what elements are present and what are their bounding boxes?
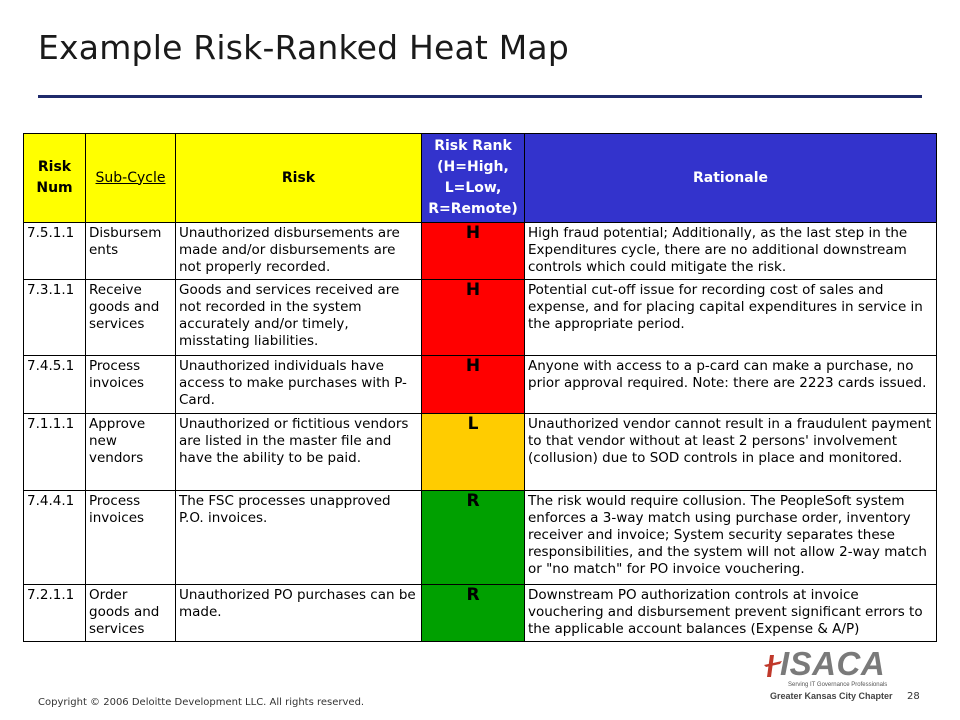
risk-rank-cell: R — [421, 490, 525, 585]
risk-num-cell: 7.1.1.1 — [23, 413, 86, 491]
sub-cycle-cell: Order goods and services — [85, 584, 176, 642]
risk-cell: Unauthorized PO purchases can be made. — [175, 584, 422, 642]
header-sub-cycle-label: Sub-Cycle — [95, 169, 166, 186]
header-risk-num: Risk Num — [23, 133, 86, 223]
risk-rank-cell: L — [421, 413, 525, 491]
header-risk-rank: Risk Rank (H=High, L=Low, R=Remote) — [421, 133, 525, 223]
sub-cycle-cell: Receive goods and services — [85, 279, 176, 356]
risk-heat-map-table: Risk Num Sub-Cycle Risk Risk Rank (H=Hig… — [23, 133, 937, 642]
rationale-cell: High fraud potential; Additionally, as t… — [524, 222, 937, 280]
slide-title: Example Risk-Ranked Heat Map — [38, 28, 569, 67]
isaca-tagline: Serving IT Governance Professionals — [788, 682, 888, 688]
table-row: 7.2.1.1 Order goods and services Unautho… — [23, 584, 937, 642]
page-number: 28 — [907, 691, 920, 702]
risk-num-cell: 7.4.4.1 — [23, 490, 86, 585]
rationale-cell: The risk would require collusion. The Pe… — [524, 490, 937, 585]
sub-cycle-cell: Process invoices — [85, 490, 176, 585]
risk-rank-cell: H — [421, 355, 525, 414]
header-sub-cycle: Sub-Cycle — [85, 133, 176, 223]
risk-rank-cell: R — [421, 584, 525, 642]
sub-cycle-cell: Disbursem ents — [85, 222, 176, 280]
risk-cell: Unauthorized disbursements are made and/… — [175, 222, 422, 280]
table-row: 7.4.4.1 Process invoices The FSC process… — [23, 490, 937, 585]
sub-cycle-cell: Approve new vendors — [85, 413, 176, 491]
risk-cell: The FSC processes unapproved P.O. invoic… — [175, 490, 422, 585]
risk-num-cell: 7.5.1.1 — [23, 222, 86, 280]
rationale-cell: Downstream PO authorization controls at … — [524, 584, 937, 642]
risk-rank-cell: H — [421, 279, 525, 356]
risk-num-cell: 7.4.5.1 — [23, 355, 86, 414]
table-row: 7.4.5.1 Process invoices Unauthorized in… — [23, 355, 937, 414]
risk-num-cell: 7.2.1.1 — [23, 584, 86, 642]
title-divider — [38, 95, 922, 98]
copyright-notice: Copyright © 2006 Deloitte Development LL… — [38, 697, 365, 708]
header-rationale: Rationale — [524, 133, 937, 223]
table-header-row: Risk Num Sub-Cycle Risk Risk Rank (H=Hig… — [23, 133, 937, 223]
header-risk: Risk — [175, 133, 422, 223]
rationale-cell: Unauthorized vendor cannot result in a f… — [524, 413, 937, 491]
rationale-cell: Anyone with access to a p-card can make … — [524, 355, 937, 414]
risk-cell: Unauthorized or fictitious vendors are l… — [175, 413, 422, 491]
table-row: 7.3.1.1 Receive goods and services Goods… — [23, 279, 937, 356]
isaca-swoosh-icon — [764, 655, 782, 677]
risk-cell: Goods and services received are not reco… — [175, 279, 422, 356]
sub-cycle-cell: Process invoices — [85, 355, 176, 414]
isaca-logo-text: ISACA — [780, 645, 886, 682]
table-row: 7.1.1.1 Approve new vendors Unauthorized… — [23, 413, 937, 491]
risk-num-cell: 7.3.1.1 — [23, 279, 86, 356]
isaca-logo: ISACA Serving IT Governance Professional… — [758, 645, 898, 707]
table-row: 7.5.1.1 Disbursem ents Unauthorized disb… — [23, 222, 937, 280]
chapter-name: Greater Kansas City Chapter — [770, 691, 893, 701]
rationale-cell: Potential cut-off issue for recording co… — [524, 279, 937, 356]
risk-cell: Unauthorized individuals have access to … — [175, 355, 422, 414]
risk-rank-cell: H — [421, 222, 525, 280]
